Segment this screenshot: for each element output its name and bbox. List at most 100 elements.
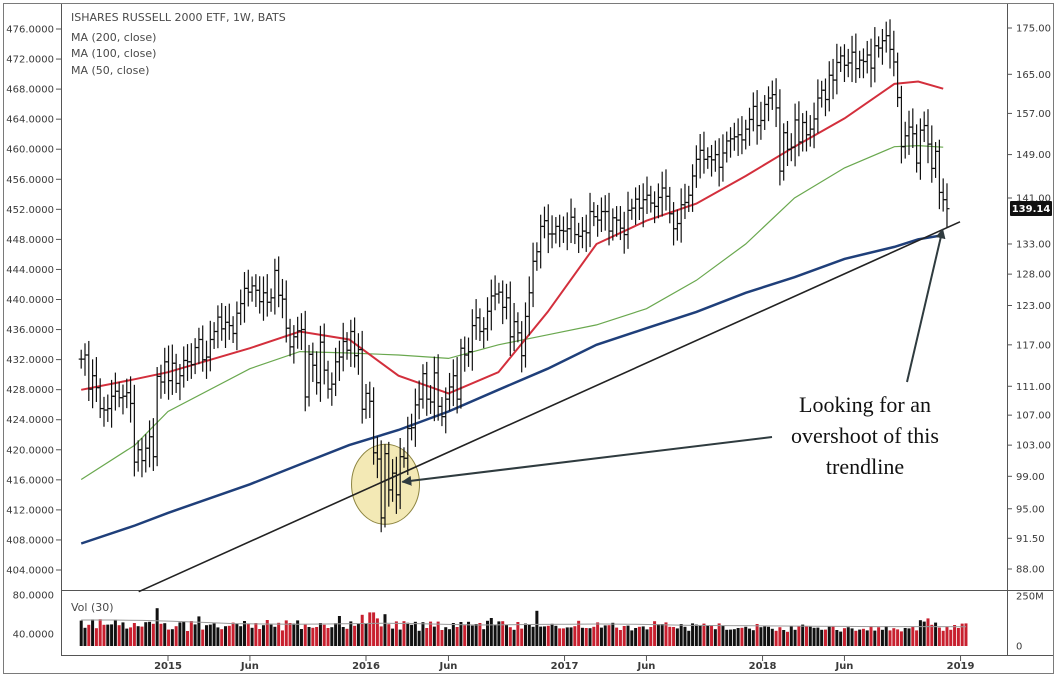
ma-50-line [81,80,944,395]
volume-bar [299,629,303,646]
volume-bar [246,624,250,646]
volume-bar [835,630,839,646]
volume-bar [455,627,459,646]
volume-bar [345,628,349,646]
volume-bar [360,614,364,646]
right-axis-tick-label: 123.00 [1016,301,1051,312]
volume-bar [463,625,467,646]
right-axis-tick-label: 103.00 [1016,441,1051,452]
volume-bar [330,627,334,646]
volume-bar [770,628,774,646]
volume-bar [227,625,231,646]
right-axis-tick-label: 88.00 [1016,565,1045,576]
volume-bar [744,626,748,646]
volume-bar [303,624,307,646]
volume-bar [949,629,953,646]
volume-bar [922,621,926,646]
volume-bar [964,623,968,646]
volume-bar [470,625,474,646]
volume-bar [425,628,429,646]
volume-bar [542,626,546,646]
volume-bar [87,624,91,646]
volume-bar [911,626,915,646]
volume-bar [239,626,243,646]
volume-bar [580,627,584,646]
volume-bar [554,625,558,646]
volume-bar [550,623,554,646]
volume-bar [178,622,182,646]
volume-bar [163,623,167,646]
volume-bar [307,627,311,646]
volume-bar [649,627,653,646]
volume-bar [170,629,174,646]
volume-bar [296,620,300,646]
volume-bar [417,630,421,646]
right-axis-tick-label: 111.00 [1016,382,1051,393]
volume-bar [326,628,330,646]
price-bars [78,19,950,533]
volume-bar [774,630,778,646]
volume-bar [672,627,676,646]
volume-bar [391,628,395,646]
left-axis-tick-label: 440.0000 [6,295,54,306]
volume-bar [106,624,110,646]
volume-bar [258,629,262,646]
volume-bar [148,621,152,646]
volume-bar [880,629,884,646]
volume-bar [91,619,95,646]
volume-bars [79,608,968,646]
volume-bar [675,628,679,646]
volume-bar [713,629,717,646]
volume-bar [292,623,296,646]
volume-bar [117,625,121,646]
annotation-line-1: Looking for an [799,392,931,417]
volume-bar [132,623,136,646]
volume-bar [277,622,281,646]
volume-bar [778,627,782,646]
volume-bar [804,626,808,646]
annotation-arrow-to-trendline [906,228,946,383]
volume-bar [288,623,292,646]
volume-bar [368,612,372,646]
volume-bar [710,625,714,646]
volume-bar [273,626,277,646]
volume-bar [793,629,797,646]
right-axis-tick-label: 133.00 [1016,239,1051,250]
volume-bar [410,624,414,646]
time-axis-tick-label: 2017 [551,661,579,672]
volume-bar [725,629,729,646]
ma-100-line [80,144,944,481]
volume-bar [717,623,721,646]
volume-bar [797,626,801,646]
volume-right-tick-label: 250M [1016,592,1044,603]
volume-bar [235,623,239,646]
volume-bar [482,629,486,646]
volume-bar [755,624,759,646]
volume-bar [451,623,455,646]
volume-bar [915,630,919,646]
volume-bar [508,627,512,646]
volume-bar [334,623,338,646]
volume-bar [546,625,550,646]
volume-bar [861,628,865,646]
volume-bar [691,623,695,646]
volume-bar [421,622,425,646]
volume-bar [504,625,508,646]
volume-bar [850,628,854,646]
volume-bar [254,623,258,646]
volume-bar [873,630,877,646]
left-axis-tick-label: 460.0000 [6,145,54,156]
volume-bar [679,624,683,646]
time-axis-tick-label: 2015 [154,661,182,672]
legend-ma-100: MA (100, close) [71,47,156,60]
volume-bar [174,626,178,646]
volume-bar [694,624,698,646]
legend-ma-200: MA (200, close) [71,31,156,44]
left-axis-tick-label: 464.0000 [6,115,54,126]
volume-bar [702,623,706,646]
volume-bar [584,628,588,646]
volume-bar [224,626,228,646]
volume-bar [322,624,326,646]
